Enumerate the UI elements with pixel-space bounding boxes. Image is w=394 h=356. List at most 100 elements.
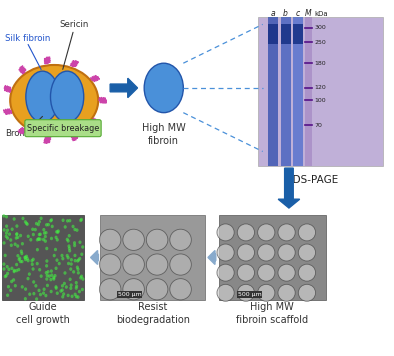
Ellipse shape: [24, 220, 27, 224]
Text: Sericin: Sericin: [59, 20, 88, 29]
Ellipse shape: [5, 235, 8, 238]
Ellipse shape: [66, 237, 69, 241]
Ellipse shape: [54, 285, 58, 289]
Ellipse shape: [26, 222, 29, 226]
Ellipse shape: [2, 241, 6, 245]
Ellipse shape: [60, 254, 63, 257]
Ellipse shape: [6, 293, 9, 297]
Ellipse shape: [31, 227, 34, 231]
Ellipse shape: [2, 214, 6, 218]
Ellipse shape: [24, 287, 27, 291]
Ellipse shape: [237, 224, 255, 241]
Text: Bromelain: Bromelain: [5, 129, 49, 138]
Ellipse shape: [52, 276, 55, 279]
Ellipse shape: [258, 224, 275, 241]
Ellipse shape: [27, 235, 30, 238]
Ellipse shape: [29, 238, 32, 241]
Ellipse shape: [35, 262, 39, 265]
Ellipse shape: [170, 279, 191, 300]
FancyArrow shape: [278, 168, 300, 208]
Ellipse shape: [79, 276, 82, 279]
Text: 300: 300: [314, 25, 326, 30]
Ellipse shape: [78, 240, 82, 244]
Ellipse shape: [146, 279, 168, 300]
Ellipse shape: [99, 279, 121, 300]
Bar: [281, 24, 290, 44]
Ellipse shape: [10, 280, 13, 283]
Ellipse shape: [61, 257, 64, 261]
Ellipse shape: [23, 256, 26, 259]
Ellipse shape: [76, 267, 80, 271]
Ellipse shape: [37, 223, 40, 226]
Ellipse shape: [20, 250, 23, 253]
Ellipse shape: [64, 225, 67, 229]
FancyArrow shape: [208, 251, 216, 265]
Text: High MW
fibroin scaffold: High MW fibroin scaffold: [236, 302, 308, 325]
Ellipse shape: [123, 229, 144, 250]
Text: M: M: [305, 9, 312, 18]
Ellipse shape: [278, 284, 295, 301]
Text: Specific breakage: Specific breakage: [27, 124, 99, 133]
Ellipse shape: [24, 258, 27, 261]
Ellipse shape: [44, 239, 47, 243]
Ellipse shape: [81, 288, 84, 291]
Ellipse shape: [54, 248, 57, 251]
Ellipse shape: [56, 238, 59, 242]
Ellipse shape: [19, 234, 22, 237]
Ellipse shape: [73, 241, 76, 245]
Ellipse shape: [13, 270, 16, 273]
Ellipse shape: [7, 268, 11, 271]
Ellipse shape: [45, 277, 48, 281]
Ellipse shape: [43, 288, 46, 291]
Ellipse shape: [57, 229, 60, 233]
Ellipse shape: [12, 278, 15, 282]
Ellipse shape: [278, 264, 295, 281]
Bar: [2, 215, 84, 300]
Ellipse shape: [50, 71, 84, 122]
Ellipse shape: [258, 244, 275, 261]
Ellipse shape: [50, 237, 53, 240]
Ellipse shape: [45, 231, 48, 235]
Ellipse shape: [61, 295, 64, 299]
Ellipse shape: [25, 221, 28, 225]
Ellipse shape: [67, 294, 70, 297]
Ellipse shape: [69, 278, 72, 281]
Text: 120: 120: [314, 85, 326, 90]
Ellipse shape: [63, 282, 66, 285]
Ellipse shape: [123, 279, 144, 300]
Ellipse shape: [15, 232, 19, 236]
Ellipse shape: [2, 267, 6, 271]
Ellipse shape: [24, 256, 27, 259]
Ellipse shape: [75, 284, 78, 288]
FancyBboxPatch shape: [25, 120, 101, 137]
Ellipse shape: [14, 284, 17, 288]
Ellipse shape: [2, 262, 6, 266]
Text: 250: 250: [314, 40, 326, 44]
Ellipse shape: [32, 233, 35, 236]
Ellipse shape: [32, 280, 35, 284]
Ellipse shape: [76, 266, 79, 269]
Ellipse shape: [21, 242, 24, 246]
Ellipse shape: [78, 257, 81, 260]
Ellipse shape: [10, 65, 98, 136]
Ellipse shape: [70, 258, 73, 262]
Bar: [293, 17, 303, 166]
Ellipse shape: [58, 262, 61, 265]
Ellipse shape: [80, 218, 83, 221]
Ellipse shape: [32, 267, 35, 271]
Text: High MW
fibroin: High MW fibroin: [142, 123, 186, 146]
Ellipse shape: [68, 234, 71, 237]
Ellipse shape: [74, 259, 77, 262]
Ellipse shape: [73, 254, 76, 257]
Bar: [281, 17, 290, 166]
Ellipse shape: [39, 237, 42, 241]
Ellipse shape: [5, 274, 8, 277]
Ellipse shape: [34, 284, 37, 288]
Ellipse shape: [75, 295, 78, 298]
Ellipse shape: [217, 284, 234, 301]
Ellipse shape: [69, 267, 72, 271]
FancyArrow shape: [110, 78, 138, 98]
Ellipse shape: [67, 262, 70, 265]
Ellipse shape: [15, 232, 18, 236]
Ellipse shape: [56, 258, 59, 262]
